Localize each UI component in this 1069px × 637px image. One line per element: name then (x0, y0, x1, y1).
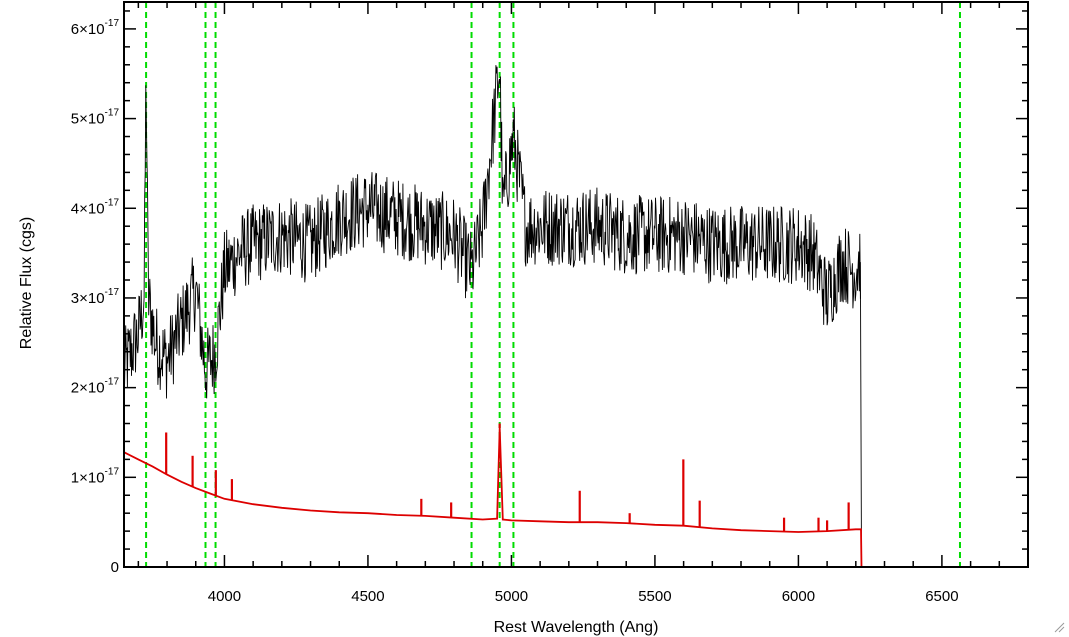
plot-frame (123, 1, 1029, 568)
x-tick-label: 5000 (495, 588, 528, 605)
x-tick-label: 6500 (925, 588, 958, 605)
resize-grip-icon[interactable] (1053, 621, 1065, 633)
y-tick-mantissa: 2×10 (71, 380, 105, 397)
y-tick-mantissa: 1×10 (71, 469, 105, 486)
y-tick-exponent: -17 (105, 197, 120, 208)
y-tick-exponent: -17 (105, 108, 120, 119)
y-tick-mantissa: 3×10 (71, 290, 105, 307)
x-tick-label: 6000 (782, 588, 815, 605)
y-tick-mantissa: 6×10 (71, 21, 105, 38)
y-tick-label: 2×10-17 (71, 377, 120, 397)
y-tick-label: 1×10-17 (71, 466, 120, 486)
series-line-1 (124, 427, 1028, 567)
y-tick-label: 6×10-17 (71, 18, 120, 38)
y-tick-label: 3×10-17 (71, 287, 120, 307)
y-tick-mantissa: 0 (111, 559, 119, 576)
y-tick-exponent: -17 (105, 18, 120, 29)
y-tick-label: 4×10-17 (71, 197, 120, 217)
x-axis: 4000 4500 5000 5500 6000 6500 (137, 2, 1029, 605)
y-axis-title: Relative Flux (cgs) (18, 217, 35, 349)
x-tick-label: 5500 (638, 588, 671, 605)
y-axis: 01×10-172×10-173×10-174×10-175×10-176×10… (71, 10, 1028, 576)
y-tick-exponent: -17 (105, 466, 120, 477)
y-tick-mantissa: 4×10 (71, 200, 105, 217)
y-tick-label: 5×10-17 (71, 108, 120, 128)
y-tick-label: 0 (111, 559, 119, 576)
y-tick-exponent: -17 (105, 287, 120, 298)
x-axis-title: Rest Wavelength (Ang) (494, 619, 659, 636)
x-tick-label: 4000 (208, 588, 241, 605)
y-tick-mantissa: 5×10 (71, 111, 105, 128)
y-tick-exponent: -17 (105, 377, 120, 388)
x-tick-label: 4500 (351, 588, 384, 605)
series-line-0 (124, 65, 862, 567)
plot-area (124, 2, 1028, 567)
